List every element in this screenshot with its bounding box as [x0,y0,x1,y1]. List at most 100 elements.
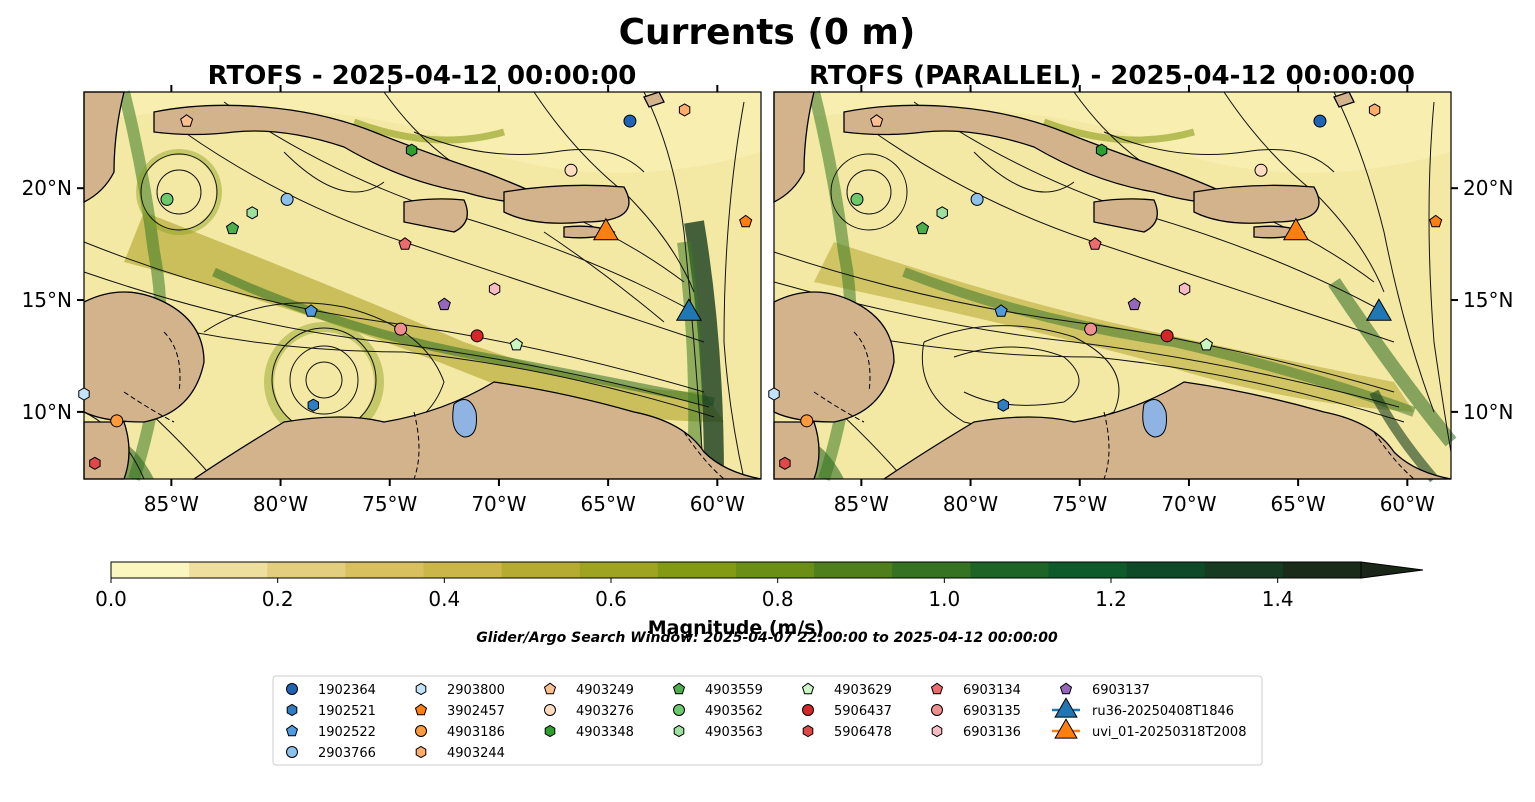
search-window-text: Glider/Argo Search Window: 2025-04-07 22… [476,630,1058,646]
legend-marker [414,703,428,716]
legend-label: 1902522 [318,725,376,740]
colorbar-segment [501,562,581,578]
marker-4903563 [936,206,948,220]
colorbar-tick-label: 1.0 [928,587,960,611]
legend-label: 4903348 [576,725,634,740]
legend-label: 4903559 [705,683,763,698]
legend-marker [544,724,556,738]
colorbar-segment [1282,562,1362,578]
legend-marker [931,724,943,738]
marker-ru36-20250408T1846 [1365,298,1392,321]
right-borders [813,331,1415,480]
xtick-label: 80°W [943,492,998,516]
legend-label: ru36-20250408T1846 [1092,704,1234,719]
colorbar-segment [111,562,190,578]
colorbar-segment [345,562,424,578]
colorbar-segment [189,562,268,578]
colorbar-tick-label: 0.8 [762,587,794,611]
colorbar-segment [1048,562,1128,578]
ytick-label: 10°N [1463,400,1513,424]
xtick-label: 85°W [144,492,199,516]
legend-marker [286,683,298,695]
colorbar: 0.0 0.2 0.4 0.6 0.8 1.0 1.2 1.4 [95,561,1424,611]
marker-2903800 [768,387,780,401]
marker-4903563 [246,206,258,220]
colorbar-tick-label: 0.6 [595,587,627,611]
axes: 85°W 80°W 75°W 70°W 65°W 60°W 10°N 15°N 20°N 85°W… [22,85,1513,516]
marker-5906437 [470,329,484,343]
legend-marker [930,682,944,695]
marker-4903244 [1368,103,1381,117]
colorbar-segment [814,562,893,578]
ytick-label: 10°N [22,400,72,424]
legend-marker [286,703,298,717]
ytick-label: 20°N [22,176,72,200]
marker-4903249 [870,114,884,127]
legend-marker [543,682,557,695]
xtick-label: 70°W [471,492,526,516]
legend-label: 5906478 [834,725,892,740]
xtick-label: 75°W [362,492,417,516]
legend-marker [415,725,427,737]
legend-marker [673,704,685,716]
legend-marker [415,682,427,696]
colorbar-tick-label: 1.4 [1262,587,1294,611]
legend-marker [285,724,299,737]
legend-label: 4903249 [576,683,634,698]
marker-6903137 [1127,297,1141,311]
legend-label: 6903134 [963,683,1021,698]
colorbar-tick-label: 0.2 [262,587,294,611]
legend-label: 4903186 [447,725,505,740]
ytick-label: 15°N [22,288,72,312]
xtick-label: 65°W [1271,492,1326,516]
colorbar-segment [423,562,503,578]
legend-label: 4903244 [447,746,505,761]
marker-uvi_01-20250318T2008 [1282,217,1309,241]
legend: 1902364 1902521 1902522 2903766 2903800 39024… [272,675,1263,766]
legend-marker [1054,718,1078,739]
legend-marker [544,704,556,716]
legend-marker [802,724,814,738]
marker-6903135 [394,322,408,336]
left-land [83,91,762,480]
marker-3902457 [739,214,753,228]
marker-ru36-20250408T1846 [675,298,702,321]
legend-marker [1059,682,1073,695]
marker-4903629 [1199,337,1213,351]
left-lakes [452,399,477,438]
colorbar-tick-label: 1.2 [1095,587,1127,611]
ytick-label: 15°N [1463,288,1513,312]
legend-marker [931,704,943,716]
legend-marker [1054,697,1078,718]
colorbar-tick-label: 0.4 [428,587,460,611]
panel-right-title: RTOFS (PARALLEL) - 2025-04-12 00:00:00 [809,61,1415,91]
marker-4903186 [110,414,124,428]
legend-label: 2903800 [447,683,505,698]
colorbar-frame [110,561,1362,579]
colorbar-segment [736,562,815,578]
left-borders [123,331,725,480]
xtick-label: 75°W [1052,492,1107,516]
legend-label: 4903629 [834,683,892,698]
legend-label: 6903137 [1092,683,1150,698]
marker-6903134 [1088,237,1102,250]
marker-6903137 [437,297,451,311]
legend-marker [673,724,685,738]
marker-6903136 [1178,282,1191,296]
legend-label: 3902457 [447,704,505,719]
marker-5906437 [1160,329,1174,343]
colorbar-segment [657,562,737,578]
marker-1902522 [994,304,1008,317]
marker-4903562 [160,192,174,206]
xtick-label: 70°W [1161,492,1216,516]
colorbar-extend [1360,561,1424,579]
marker-1902521 [307,398,319,412]
marker-5906478 [89,456,101,470]
marker-4903276 [564,163,578,177]
xtick-label: 80°W [253,492,308,516]
marker-4903244 [678,103,691,117]
marker-1902522 [304,304,318,317]
marker-uvi_01-20250318T2008 [592,217,619,241]
marker-1902364 [1313,114,1327,128]
